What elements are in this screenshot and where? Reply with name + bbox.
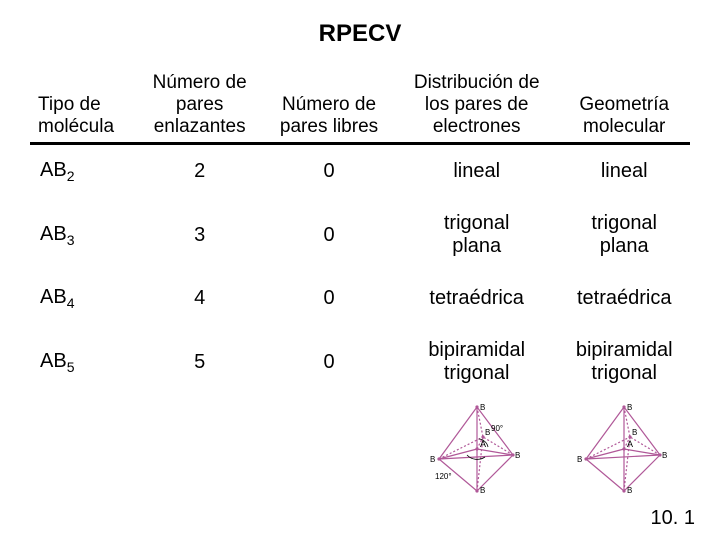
cell-arrangement: bipiramidaltrigonal (395, 325, 558, 399)
header-enlazantes: Número deparesenlazantes (136, 68, 263, 144)
cell-bonding: 4 (136, 272, 263, 325)
page-title: RPECV (30, 20, 690, 48)
cell-bonding: 2 (136, 144, 263, 199)
svg-text:B: B (577, 455, 582, 464)
svg-text:A: A (627, 439, 633, 449)
cell-bonding: 3 (136, 198, 263, 272)
svg-text:B: B (430, 455, 435, 464)
diagram-arrangement-cell: ABBBBB90°120° (395, 399, 558, 498)
cell-lone: 0 (263, 272, 395, 325)
cell-geometry: bipiramidaltrigonal (558, 325, 690, 399)
cell-type: AB2 (30, 144, 136, 199)
cell-arrangement: tetraédrica (395, 272, 558, 325)
svg-text:B: B (480, 403, 485, 412)
cell-geometry: lineal (558, 144, 690, 199)
diagram-row: ABBBBB90°120° ABBBBB (30, 399, 690, 498)
svg-text:A: A (480, 439, 486, 449)
cell-geometry: trigonalplana (558, 198, 690, 272)
rpecv-table: Tipo demolécula Número deparesenlazantes… (30, 68, 690, 498)
cell-bonding: 5 (136, 325, 263, 399)
cell-arrangement: trigonalplana (395, 198, 558, 272)
diagram-geometry-cell: ABBBBB (558, 399, 690, 498)
cell-type: AB3 (30, 198, 136, 272)
table-row: AB2 2 0 lineal lineal (30, 144, 690, 199)
cell-geometry: tetraédrica (558, 272, 690, 325)
svg-text:B: B (480, 486, 485, 495)
header-geometria: Geometríamolecular (558, 68, 690, 144)
header-tipo: Tipo demolécula (30, 68, 136, 144)
header-distribucion: Distribución delos pares deelectrones (395, 68, 558, 144)
svg-text:B: B (662, 451, 667, 460)
cell-arrangement: lineal (395, 144, 558, 199)
svg-text:B: B (627, 486, 632, 495)
svg-text:B: B (515, 451, 520, 460)
svg-text:90°: 90° (491, 424, 503, 433)
header-row: Tipo demolécula Número deparesenlazantes… (30, 68, 690, 144)
page-number: 10. 1 (651, 507, 695, 530)
cell-type: AB4 (30, 272, 136, 325)
table-row: AB5 5 0 bipiramidaltrigonal bipiramidalt… (30, 325, 690, 399)
svg-text:120°: 120° (435, 472, 452, 481)
cell-lone: 0 (263, 325, 395, 399)
svg-text:B: B (485, 428, 490, 437)
bipyramid-arrangement-icon: ABBBBB90°120° (422, 401, 532, 496)
table-row: AB3 3 0 trigonalplana trigonalplana (30, 198, 690, 272)
bipyramid-geometry-icon: ABBBBB (569, 401, 679, 496)
svg-text:B: B (627, 403, 632, 412)
cell-type: AB5 (30, 325, 136, 399)
cell-lone: 0 (263, 198, 395, 272)
header-libres: Número depares libres (263, 68, 395, 144)
cell-lone: 0 (263, 144, 395, 199)
svg-text:B: B (632, 428, 637, 437)
table-row: AB4 4 0 tetraédrica tetraédrica (30, 272, 690, 325)
